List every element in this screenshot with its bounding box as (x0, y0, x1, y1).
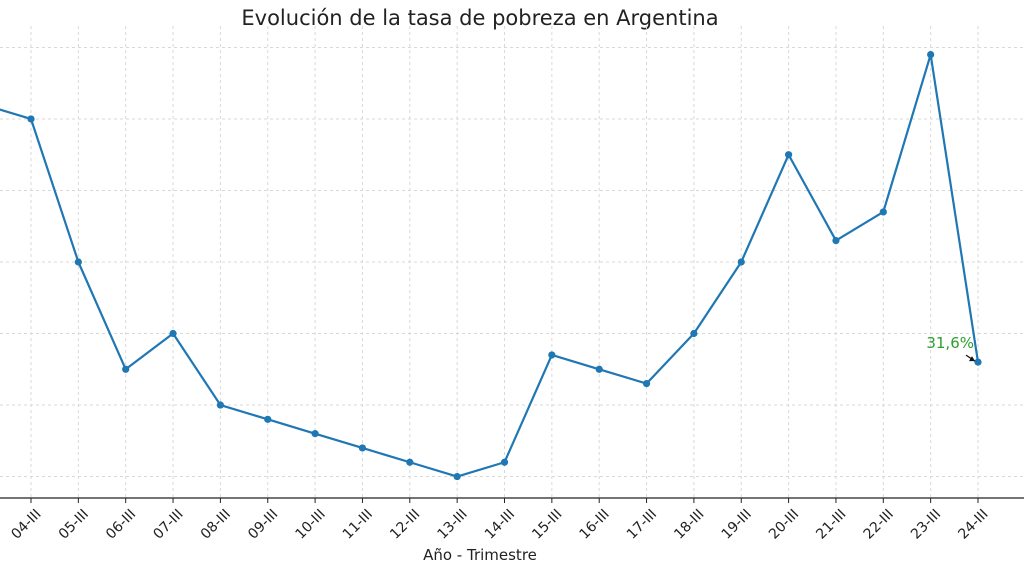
series-line (0, 53, 980, 478)
data-point (500, 458, 509, 466)
data-point (974, 358, 982, 366)
x-tick-label: 11-III (340, 506, 376, 542)
x-axis-label: Año - Trimestre (423, 546, 537, 564)
x-tick-label: 23-III (908, 506, 944, 542)
x-tick-label: 15-III (529, 506, 565, 542)
x-tick-label: 24-III (955, 506, 991, 542)
x-tick-label: 17-III (624, 506, 660, 542)
chart-title: Evolución de la tasa de pobreza en Argen… (241, 6, 719, 30)
data-point (737, 258, 745, 266)
data-point (785, 151, 793, 159)
data-point (832, 236, 840, 245)
data-point (642, 379, 651, 388)
x-tick-label: 14-III (482, 506, 518, 542)
x-tick-label: 18-III (671, 506, 707, 542)
x-tick-label: 19-III (719, 506, 755, 542)
x-tick-label: 08-III (198, 506, 234, 542)
data-point (595, 365, 603, 373)
x-tick-label: 05-III (56, 506, 92, 542)
x-tick-label: 20-III (766, 506, 802, 542)
data-point (311, 430, 319, 438)
data-point (453, 472, 461, 481)
x-tick-label: 22-III (861, 506, 897, 542)
x-tick-label: 06-III (103, 506, 139, 542)
data-point (74, 258, 82, 266)
data-point (216, 401, 224, 409)
data-point (927, 51, 935, 59)
data-point (264, 415, 272, 423)
x-tick-label: 04-III (8, 506, 44, 542)
annotation-label: 31,6% (926, 334, 974, 352)
data-point (406, 458, 414, 466)
annotation-arrowhead (969, 356, 975, 362)
data-point (122, 365, 130, 373)
data-point (358, 444, 367, 452)
x-tick-label: 21-III (813, 506, 849, 542)
x-tick-label: 09-III (245, 506, 281, 542)
x-tick-label: 12-III (387, 506, 423, 542)
x-tick-label: 13-III (435, 506, 471, 542)
data-point (548, 351, 556, 359)
data-point (879, 208, 887, 216)
data-point (169, 329, 177, 338)
data-point (27, 115, 35, 123)
x-tick-labels: 04-III 05-III 06-III 07-III 08-III 09-III 10-I… (8, 506, 991, 542)
x-axis (0, 497, 1024, 503)
annotations: 31,6% (926, 334, 976, 362)
data-point (690, 329, 698, 338)
x-tick-label: 16-III (577, 506, 613, 542)
x-tick-label: 07-III (150, 506, 186, 542)
x-tick-label: 10-III (292, 506, 328, 542)
grid (0, 26, 1024, 498)
series-layer (0, 51, 982, 481)
